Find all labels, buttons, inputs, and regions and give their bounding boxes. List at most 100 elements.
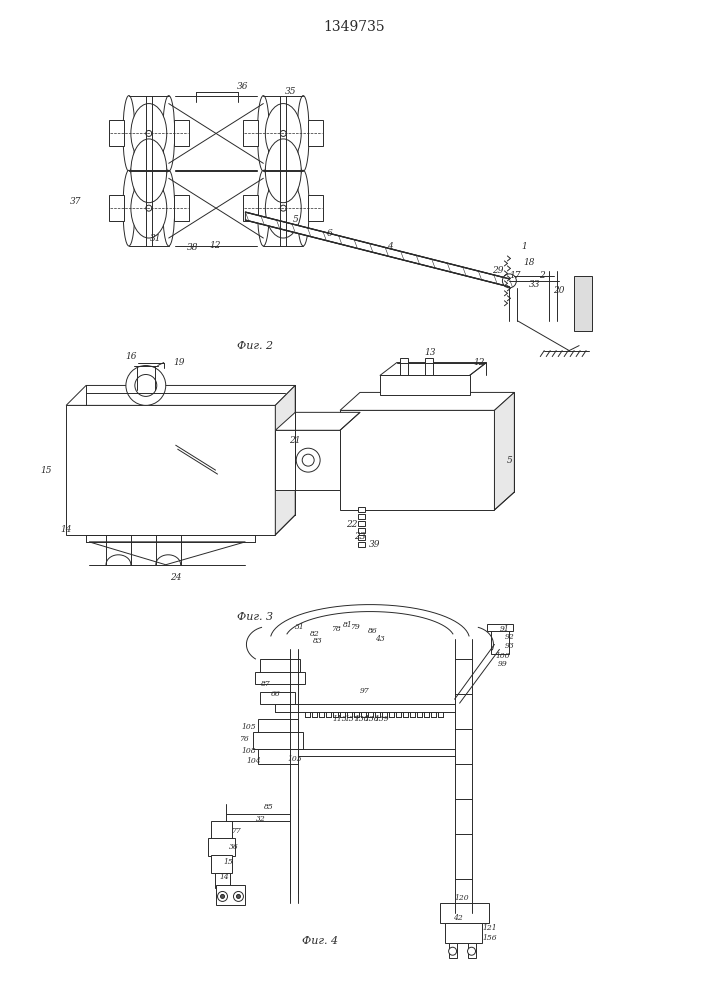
Text: 24: 24 bbox=[170, 573, 182, 582]
Bar bbox=[340, 410, 494, 510]
Text: 39: 39 bbox=[369, 540, 380, 549]
Text: 14: 14 bbox=[60, 525, 72, 534]
Text: 19: 19 bbox=[173, 358, 185, 367]
Ellipse shape bbox=[265, 139, 301, 203]
Polygon shape bbox=[380, 363, 486, 375]
Bar bbox=[445, 923, 482, 943]
Bar bbox=[208, 838, 235, 856]
Bar bbox=[211, 821, 233, 839]
Text: 23: 23 bbox=[354, 532, 366, 541]
Bar bbox=[308, 120, 323, 146]
Bar bbox=[358, 528, 365, 533]
Text: 36: 36 bbox=[228, 843, 238, 851]
Ellipse shape bbox=[265, 104, 301, 163]
Text: 37: 37 bbox=[70, 197, 82, 206]
Ellipse shape bbox=[123, 170, 135, 246]
Circle shape bbox=[146, 130, 152, 136]
Text: 85: 85 bbox=[264, 803, 273, 811]
Text: 1349735: 1349735 bbox=[323, 20, 385, 34]
Ellipse shape bbox=[123, 96, 135, 171]
Text: 29: 29 bbox=[491, 266, 503, 275]
Text: 105: 105 bbox=[241, 723, 256, 731]
Text: 79: 79 bbox=[350, 623, 360, 631]
Bar bbox=[400, 358, 408, 375]
Circle shape bbox=[135, 374, 157, 396]
Text: 31: 31 bbox=[150, 234, 161, 243]
Text: 1: 1 bbox=[522, 242, 527, 251]
Bar bbox=[258, 719, 298, 734]
Text: 20: 20 bbox=[554, 286, 565, 295]
Ellipse shape bbox=[265, 178, 301, 238]
Text: 16: 16 bbox=[125, 352, 136, 361]
Text: 35: 35 bbox=[284, 87, 296, 96]
Ellipse shape bbox=[131, 178, 167, 238]
Text: 13: 13 bbox=[424, 348, 436, 357]
Polygon shape bbox=[66, 385, 296, 405]
Circle shape bbox=[233, 891, 243, 901]
Bar bbox=[487, 624, 513, 631]
Circle shape bbox=[218, 891, 228, 901]
Circle shape bbox=[449, 947, 457, 955]
Circle shape bbox=[221, 894, 225, 898]
Text: 33: 33 bbox=[529, 280, 540, 289]
Text: 18: 18 bbox=[524, 258, 535, 267]
Text: 32: 32 bbox=[255, 815, 265, 823]
Text: 92: 92 bbox=[505, 633, 514, 641]
Text: 103: 103 bbox=[288, 755, 303, 763]
Bar bbox=[109, 120, 124, 146]
Bar bbox=[467, 943, 476, 958]
Text: 138: 138 bbox=[355, 715, 369, 723]
Polygon shape bbox=[245, 212, 509, 287]
Text: 12: 12 bbox=[474, 358, 485, 367]
Text: 136: 136 bbox=[365, 715, 379, 723]
Text: 76: 76 bbox=[240, 735, 250, 743]
Text: 91: 91 bbox=[500, 625, 509, 633]
Bar bbox=[574, 276, 592, 331]
Text: 83: 83 bbox=[313, 637, 323, 645]
Text: 38: 38 bbox=[187, 243, 199, 252]
Text: 5: 5 bbox=[506, 456, 513, 465]
Circle shape bbox=[296, 448, 320, 472]
Bar bbox=[491, 629, 509, 654]
Text: 36: 36 bbox=[237, 82, 248, 91]
Text: 86: 86 bbox=[368, 627, 378, 635]
Text: 6: 6 bbox=[327, 229, 333, 238]
Text: 2: 2 bbox=[539, 271, 545, 280]
Text: Фиг. 2: Фиг. 2 bbox=[238, 341, 274, 351]
Polygon shape bbox=[89, 542, 245, 565]
Text: 17: 17 bbox=[510, 271, 521, 280]
Circle shape bbox=[302, 454, 314, 466]
Text: 5: 5 bbox=[293, 215, 298, 224]
Text: 15: 15 bbox=[40, 466, 52, 475]
Ellipse shape bbox=[297, 170, 309, 246]
Bar bbox=[253, 732, 303, 749]
Text: 87: 87 bbox=[260, 680, 270, 688]
Text: 99: 99 bbox=[498, 660, 508, 668]
Bar bbox=[255, 672, 305, 684]
Text: 156: 156 bbox=[482, 934, 497, 942]
Bar bbox=[214, 873, 230, 888]
Text: 139: 139 bbox=[375, 715, 389, 723]
Bar bbox=[358, 535, 365, 540]
Circle shape bbox=[146, 205, 152, 211]
Text: 4: 4 bbox=[387, 242, 392, 251]
Text: 113: 113 bbox=[333, 715, 347, 723]
Text: 108: 108 bbox=[241, 747, 256, 755]
Text: 93: 93 bbox=[505, 642, 514, 650]
Ellipse shape bbox=[131, 139, 167, 203]
Text: 104: 104 bbox=[246, 757, 261, 765]
Ellipse shape bbox=[257, 170, 269, 246]
Text: 31: 31 bbox=[296, 623, 305, 631]
Bar bbox=[211, 855, 233, 873]
Circle shape bbox=[126, 366, 165, 405]
Text: 137: 137 bbox=[345, 715, 359, 723]
Bar bbox=[243, 195, 258, 221]
Bar bbox=[308, 195, 323, 221]
Text: 66: 66 bbox=[271, 690, 280, 698]
Bar bbox=[174, 195, 189, 221]
Circle shape bbox=[280, 205, 286, 211]
Text: 21: 21 bbox=[289, 436, 301, 445]
Ellipse shape bbox=[163, 96, 175, 171]
Ellipse shape bbox=[297, 96, 309, 171]
Bar bbox=[275, 430, 340, 490]
